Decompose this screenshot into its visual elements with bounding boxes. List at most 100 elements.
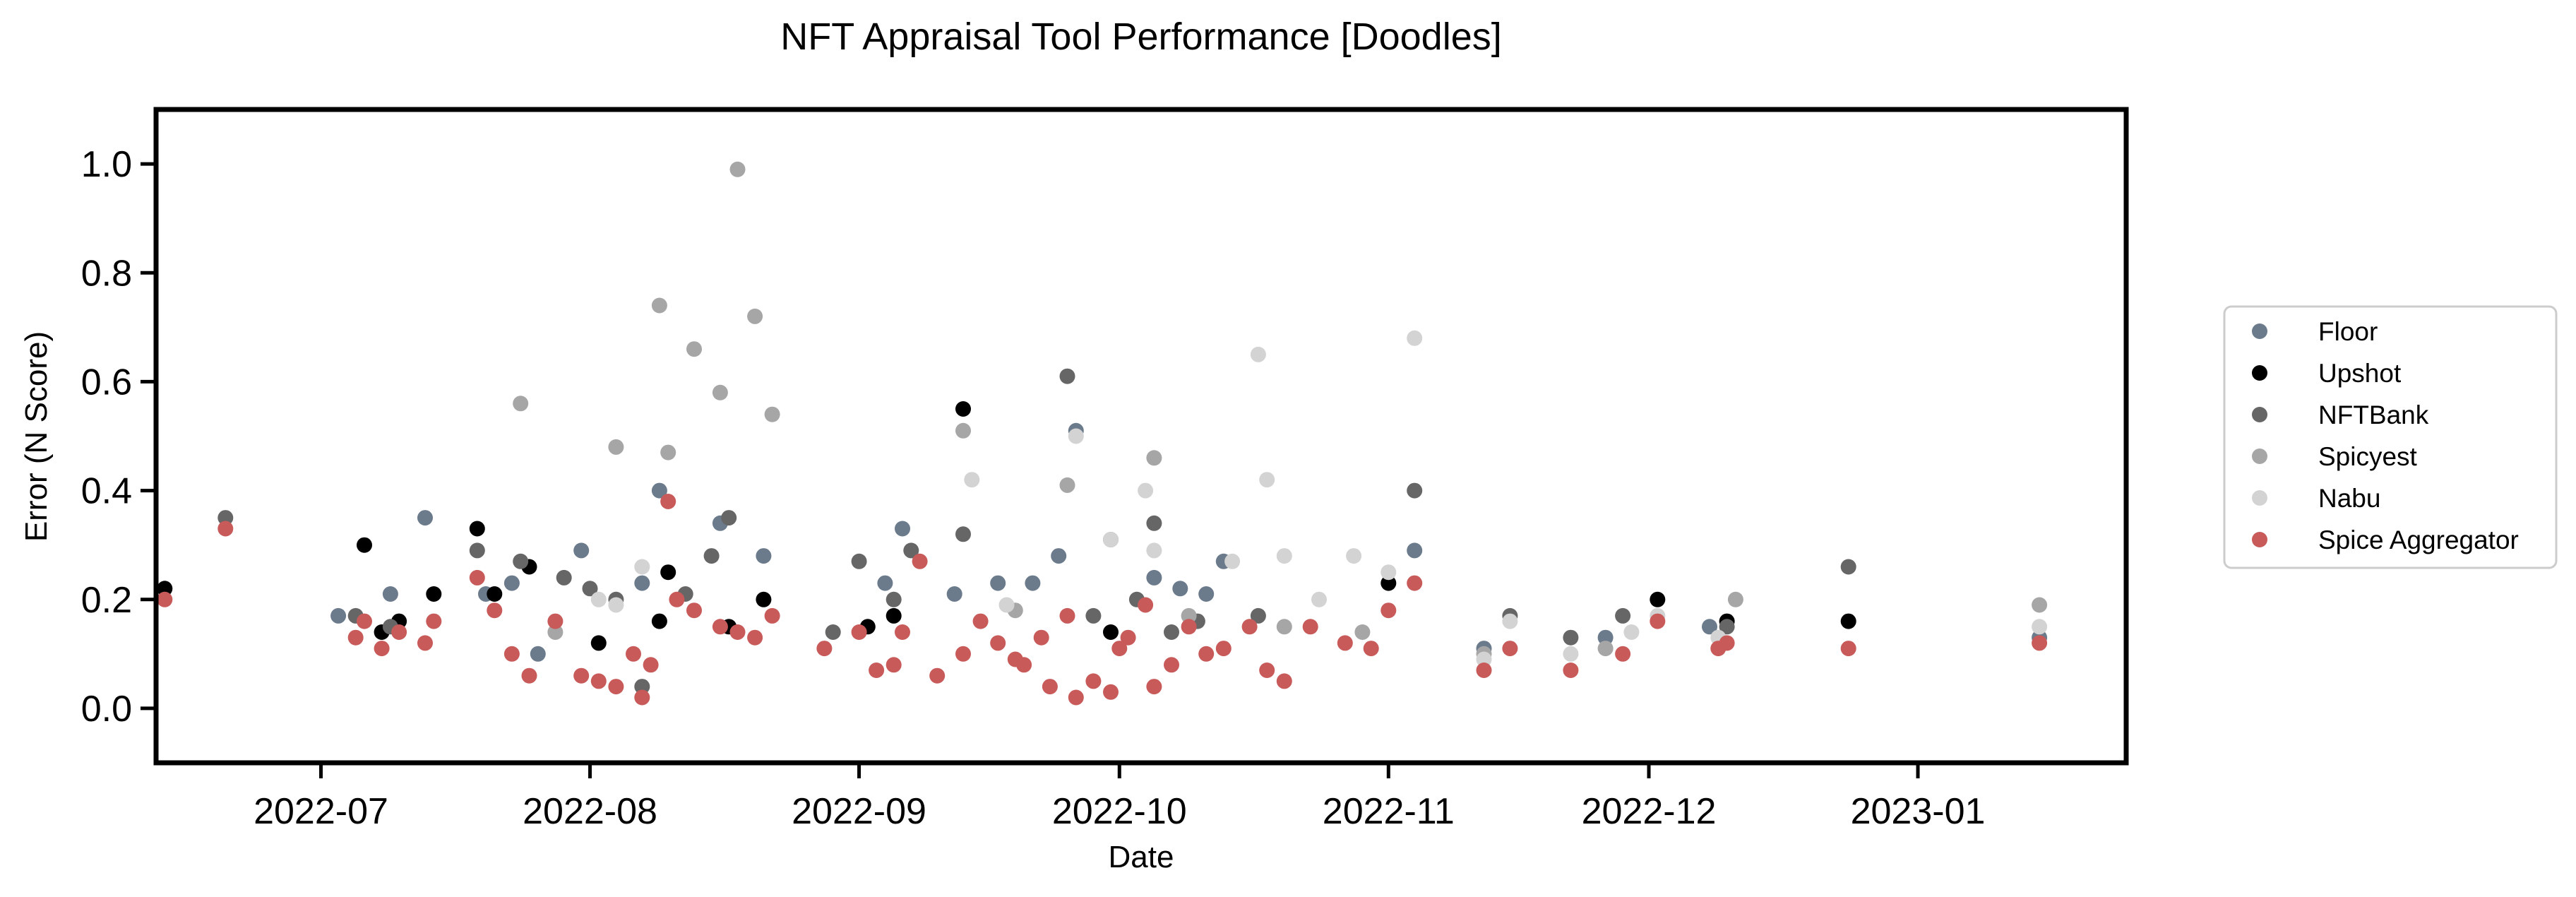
point-upshot xyxy=(487,586,503,602)
x-tick-label: 2022-11 xyxy=(1323,791,1455,832)
point-nftbank xyxy=(851,553,867,569)
point-nftbank xyxy=(634,679,650,695)
point-spice-aggregator xyxy=(547,613,564,629)
point-spicyest xyxy=(1354,624,1371,640)
point-spicyest xyxy=(1181,607,1197,624)
point-nftbank xyxy=(1840,559,1856,575)
point-floor xyxy=(382,586,398,602)
legend-label: NFTBank xyxy=(2318,400,2429,429)
point-spice-aggregator xyxy=(1563,663,1579,678)
point-spice-aggregator xyxy=(374,641,390,657)
point-floor xyxy=(1198,586,1215,602)
point-nabu xyxy=(1068,428,1084,444)
point-spice-aggregator xyxy=(1241,619,1258,635)
point-spice-aggregator xyxy=(686,602,702,619)
point-floor xyxy=(503,575,520,591)
point-nabu xyxy=(1138,482,1154,499)
point-nftbank xyxy=(955,526,971,542)
point-spice-aggregator xyxy=(1502,641,1518,657)
point-nabu xyxy=(1276,548,1292,564)
point-spice-aggregator xyxy=(1138,597,1154,613)
point-floor xyxy=(1025,575,1041,591)
legend-marker xyxy=(2252,407,2267,422)
point-spice-aggregator xyxy=(1164,657,1179,673)
point-spicyest xyxy=(651,297,667,314)
point-upshot xyxy=(426,586,442,602)
point-spice-aggregator xyxy=(503,646,520,662)
point-spice-aggregator xyxy=(816,641,833,657)
scatter-points xyxy=(157,161,2048,706)
point-floor xyxy=(1702,619,1717,635)
point-spice-aggregator xyxy=(1840,641,1856,657)
y-tick-label: 0.6 xyxy=(81,362,132,403)
point-spice-aggregator xyxy=(1198,646,1215,662)
point-floor xyxy=(1172,581,1188,597)
y-axis: 0.0 0.2 0.4 0.6 0.8 1.0 xyxy=(81,144,156,730)
point-spice-aggregator xyxy=(1476,663,1492,678)
x-tick-label: 2023-01 xyxy=(1851,791,1986,832)
point-floor xyxy=(877,575,893,591)
point-spicyest xyxy=(764,406,780,422)
point-upshot xyxy=(1381,575,1397,591)
point-spice-aggregator xyxy=(1042,679,1058,695)
point-nftbank xyxy=(721,510,737,526)
point-nabu xyxy=(964,472,980,488)
point-nftbank xyxy=(1164,624,1179,640)
point-spicyest xyxy=(955,422,971,439)
point-spice-aggregator xyxy=(712,619,728,635)
legend-marker xyxy=(2252,365,2267,381)
point-spicyest xyxy=(2032,597,2048,613)
point-nftbank xyxy=(1563,629,1579,646)
point-spice-aggregator xyxy=(643,657,659,673)
point-floor xyxy=(756,548,772,564)
point-spice-aggregator xyxy=(1068,689,1084,706)
point-nabu xyxy=(1623,624,1640,640)
point-floor xyxy=(634,575,650,591)
point-spice-aggregator xyxy=(2032,635,2048,651)
point-upshot xyxy=(651,613,667,629)
point-upshot xyxy=(955,401,971,417)
point-spice-aggregator xyxy=(573,667,590,684)
legend: Floor Upshot NFTBank Spicyest Nabu Spice Aggr… xyxy=(2223,305,2558,569)
point-nftbank xyxy=(825,624,841,640)
point-spicyest xyxy=(1276,619,1292,635)
point-floor xyxy=(990,575,1006,591)
point-nabu xyxy=(608,597,624,613)
x-tick-label: 2022-07 xyxy=(254,791,388,832)
point-nftbank xyxy=(556,569,572,586)
point-spice-aggregator xyxy=(929,667,946,684)
point-spice-aggregator xyxy=(1085,673,1102,689)
point-spicyest xyxy=(513,396,529,412)
point-nftbank xyxy=(1085,607,1102,624)
point-spicyest xyxy=(686,341,702,357)
point-spice-aggregator xyxy=(1059,607,1075,624)
point-spicyest xyxy=(608,439,624,455)
point-nabu xyxy=(590,591,607,607)
legend-label: Spice Aggregator xyxy=(2318,525,2519,554)
point-spice-aggregator xyxy=(417,635,433,651)
point-upshot xyxy=(1103,624,1119,640)
point-nabu xyxy=(1563,646,1579,662)
point-spice-aggregator xyxy=(729,624,746,640)
legend-marker xyxy=(2252,532,2267,547)
point-spice-aggregator xyxy=(1259,663,1275,678)
legend-frame xyxy=(2223,305,2558,569)
point-floor xyxy=(895,521,910,537)
legend-marker xyxy=(2252,490,2267,506)
x-tick-label: 2022-12 xyxy=(1582,791,1717,832)
point-spice-aggregator xyxy=(955,646,971,662)
point-spicyest xyxy=(747,308,763,324)
point-upshot xyxy=(357,537,372,553)
point-spice-aggregator xyxy=(990,635,1006,651)
point-nftbank xyxy=(886,591,902,607)
point-spice-aggregator xyxy=(1181,619,1197,635)
point-spice-aggregator xyxy=(669,591,685,607)
point-nabu xyxy=(1224,553,1241,569)
point-floor xyxy=(330,607,347,624)
point-spice-aggregator xyxy=(391,624,407,640)
point-spice-aggregator xyxy=(895,624,910,640)
y-tick-label: 0.8 xyxy=(81,253,132,294)
point-spice-aggregator xyxy=(1276,673,1292,689)
point-spice-aggregator xyxy=(469,569,485,586)
